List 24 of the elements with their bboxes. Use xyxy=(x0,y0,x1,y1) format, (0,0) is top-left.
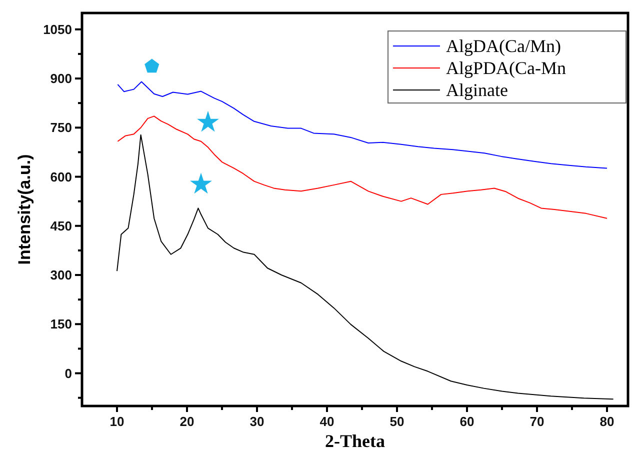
x-tick-label: 10 xyxy=(110,414,124,429)
y-tick-label: 750 xyxy=(50,120,72,136)
line-series xyxy=(116,134,614,400)
x-tick-label: 80 xyxy=(600,414,614,429)
x-tick-label: 20 xyxy=(180,414,194,429)
x-tick-label: 70 xyxy=(530,414,544,429)
legend-label: Alginate xyxy=(446,80,508,100)
line-series xyxy=(117,116,608,219)
legend-label: AlgPDA(Ca-Mn xyxy=(446,58,566,78)
y-tick-label: 150 xyxy=(50,316,72,332)
x-axis-title: 2-Theta xyxy=(325,431,385,451)
line-series xyxy=(117,81,608,169)
x-tick-label: 60 xyxy=(460,414,474,429)
y-axis-title: Intensity(a.u.) xyxy=(15,154,34,265)
y-tick-label: 1050 xyxy=(43,22,72,37)
x-tick-label: 30 xyxy=(250,414,264,429)
y-tick-label: 450 xyxy=(50,218,72,234)
y-tick-label: 0 xyxy=(64,366,72,381)
y-tick-label: 900 xyxy=(50,71,72,86)
y-tick-label: 600 xyxy=(50,169,72,184)
y-tick-label: 300 xyxy=(50,268,72,282)
x-tick-label: 50 xyxy=(390,414,404,429)
legend-label: AlgDA(Ca/Mn) xyxy=(446,36,561,56)
x-tick-label: 40 xyxy=(320,414,334,429)
